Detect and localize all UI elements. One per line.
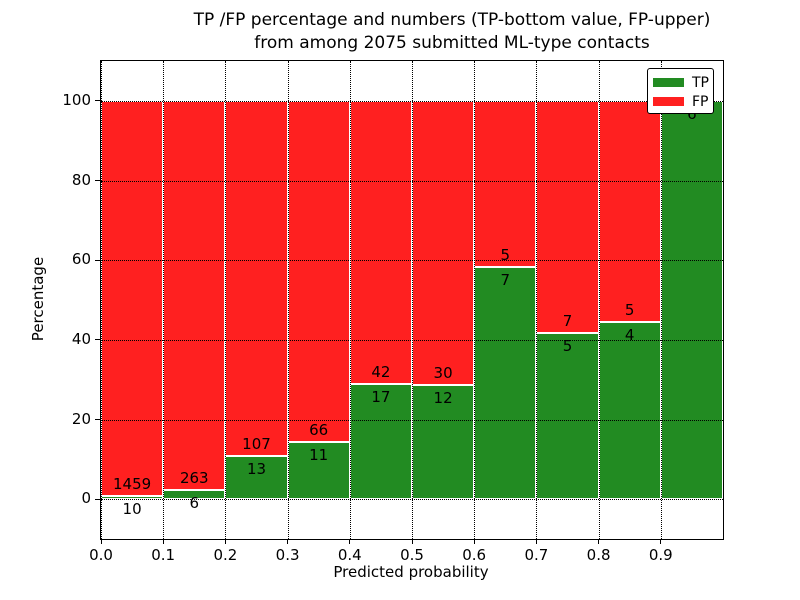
tp-legend-swatch xyxy=(653,78,684,87)
x-tick-mark xyxy=(660,539,662,544)
y-tick-label: 80 xyxy=(71,170,91,189)
y-tick-mark xyxy=(95,100,100,102)
x-tick-mark xyxy=(287,539,289,544)
x-tick-label: 0.2 xyxy=(213,546,238,564)
tp-count-label: 12 xyxy=(433,389,453,408)
fp-bar-segment xyxy=(225,100,288,457)
x-tick-mark xyxy=(224,539,226,544)
fp-bar-segment xyxy=(287,100,350,443)
tp-count-label: 5 xyxy=(562,337,573,356)
fp-count-label: 107 xyxy=(242,435,271,454)
x-tick-mark xyxy=(535,539,537,544)
fp-bar-segment xyxy=(536,100,599,334)
tp-count-label: 6 xyxy=(189,494,200,513)
tp-bar-segment xyxy=(225,456,288,500)
x-tick-mark xyxy=(598,539,600,544)
y-tick-mark xyxy=(95,180,100,181)
tp-bar-segment xyxy=(412,385,475,500)
x-axis-label: Predicted probability xyxy=(333,563,489,581)
tp-bar-segment xyxy=(287,442,350,500)
x-tick-label: 0.6 xyxy=(462,546,487,564)
y-tick-label: 60 xyxy=(71,250,91,269)
fp-bar-segment xyxy=(101,100,164,497)
fp-bar-segment xyxy=(598,100,661,323)
x-tick-label: 0.5 xyxy=(400,546,424,564)
x-gridline xyxy=(287,61,289,539)
fp-count-label: 5 xyxy=(624,301,635,320)
y-tick-mark xyxy=(95,259,100,261)
y-tick-mark xyxy=(95,419,100,420)
fp-count-label: 42 xyxy=(371,363,391,382)
tp-bar-segment xyxy=(474,266,537,500)
tp-count-label: 11 xyxy=(309,446,329,465)
fp-count-label: 1459 xyxy=(113,475,152,494)
tp-count-label: 4 xyxy=(624,326,635,345)
y-tick-mark xyxy=(95,498,100,500)
chart-title-line1: TP /FP percentage and numbers (TP-bottom… xyxy=(193,10,711,30)
y-tick-label: 0 xyxy=(81,489,91,508)
x-tick-label: 0.3 xyxy=(275,546,300,564)
fp-bar-segment xyxy=(349,100,412,385)
x-tick-label: 0.8 xyxy=(586,546,611,564)
chart-title: TP /FP percentage and numbers (TP-bottom… xyxy=(152,9,752,55)
tp-count-label: 10 xyxy=(122,500,142,519)
x-tick-mark xyxy=(411,539,413,544)
fp-bar-segment xyxy=(412,100,475,386)
x-tick-mark xyxy=(349,539,351,544)
x-gridline xyxy=(660,61,662,539)
y-tick-label: 40 xyxy=(71,329,91,348)
x-gridline xyxy=(101,61,102,539)
tp-count-label: 17 xyxy=(371,388,391,407)
fp-bar-segment xyxy=(163,100,226,491)
y-axis-label: Percentage xyxy=(29,256,47,342)
y-tick-label: 100 xyxy=(62,90,91,109)
x-tick-label: 0.9 xyxy=(648,546,673,564)
plot-area: 14591026361071366114217301257755460.00.1… xyxy=(62,60,724,564)
x-tick-mark xyxy=(473,539,475,544)
fp-count-label: 5 xyxy=(500,245,511,264)
x-gridline xyxy=(598,61,600,539)
x-tick-label: 0.0 xyxy=(89,546,113,564)
x-tick-mark xyxy=(100,539,102,544)
x-gridline xyxy=(225,61,227,539)
tp-bar-segment xyxy=(598,322,661,500)
x-tick-label: 0.1 xyxy=(151,546,176,564)
x-gridline xyxy=(163,61,165,539)
fp-count-label: 263 xyxy=(179,469,209,488)
tp-count-label: 13 xyxy=(246,460,267,479)
x-tick-label: 0.4 xyxy=(337,546,362,564)
fp-bar-segment xyxy=(474,100,537,267)
x-gridline xyxy=(536,61,538,539)
legend-entry-tp: TP xyxy=(653,73,713,92)
chart-title-line2: from among 2075 submitted ML-type contac… xyxy=(254,33,650,53)
y-tick-mark xyxy=(95,339,100,341)
fp-count-label: 66 xyxy=(309,421,329,440)
x-tick-label: 0.7 xyxy=(524,546,549,564)
x-gridline xyxy=(412,61,413,539)
x-tick-mark xyxy=(162,539,164,544)
fp-legend-swatch xyxy=(653,97,684,106)
fp-legend-label: FP xyxy=(692,93,709,110)
tp-bar-segment xyxy=(660,100,723,500)
legend: TP FP xyxy=(647,68,714,114)
tp-count-label: 7 xyxy=(500,270,511,289)
x-gridline xyxy=(349,61,351,539)
tp-bar-segment xyxy=(536,333,599,500)
fp-count-label: 7 xyxy=(562,312,573,331)
legend-entry-fp: FP xyxy=(653,92,713,111)
tp-bar-segment xyxy=(349,384,412,500)
tp-legend-label: TP xyxy=(692,74,709,91)
fp-count-label: 30 xyxy=(433,364,453,383)
y-tick-label: 20 xyxy=(71,409,91,428)
x-gridline xyxy=(474,61,476,539)
